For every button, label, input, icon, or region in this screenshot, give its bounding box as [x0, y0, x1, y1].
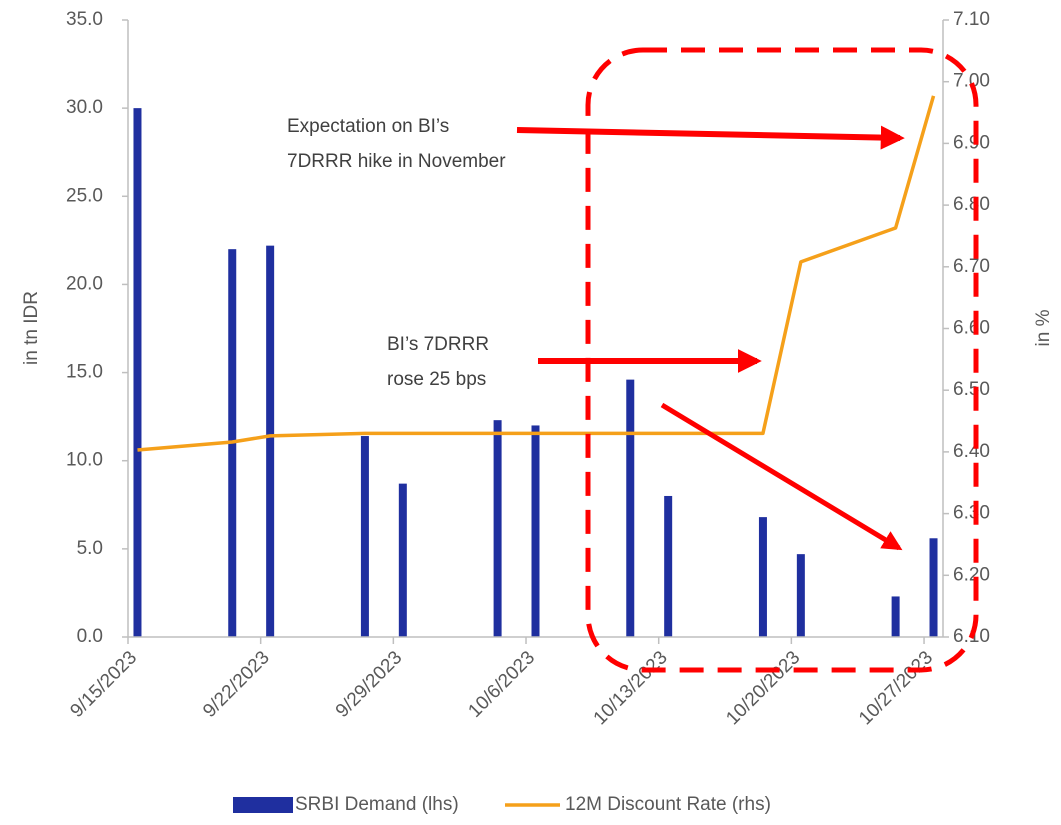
- y-tick-label: 15.0: [66, 362, 103, 383]
- y2-axis-title: in %: [1033, 309, 1054, 346]
- bar: [891, 596, 900, 637]
- legend-label: 12M Discount Rate (rhs): [565, 794, 771, 815]
- x-tick-label: 10/13/2023: [590, 647, 672, 729]
- y-tick-label: 25.0: [66, 185, 103, 206]
- x-tick-label: 10/27/2023: [855, 647, 937, 729]
- bar: [664, 495, 673, 637]
- bar: [531, 425, 540, 637]
- annotation: rose 25 bps: [387, 369, 486, 390]
- annotation: Expectation on BI’s: [287, 116, 449, 137]
- y2-tick-label: 7.00: [953, 71, 990, 92]
- legend-label: SRBI Demand (lhs): [295, 794, 459, 815]
- y-tick-label: 35.0: [66, 9, 103, 30]
- legend-swatch: [233, 797, 293, 813]
- y2-tick-label: 6.30: [953, 503, 990, 524]
- x-tick-label: 9/22/2023: [199, 647, 274, 722]
- y2-tick-label: 6.40: [953, 441, 990, 462]
- highlight-box: [585, 47, 979, 673]
- y2-tick-label: 6.60: [953, 318, 990, 339]
- y2-tick-label: 7.10: [953, 9, 990, 30]
- bar: [929, 538, 938, 637]
- x-tick-label: 10/6/2023: [464, 647, 539, 722]
- x-tick-label: 9/15/2023: [66, 647, 141, 722]
- y-axis-title: in tn IDR: [21, 291, 42, 365]
- plot-area: 0.05.010.015.020.025.030.035.06.106.206.…: [66, 9, 990, 729]
- line: [137, 95, 936, 452]
- y-tick-label: 10.0: [66, 450, 103, 471]
- y2-tick-label: 6.20: [953, 564, 990, 585]
- y-tick-label: 0.0: [77, 626, 103, 647]
- bar: [360, 436, 369, 637]
- bar: [796, 554, 805, 637]
- arrow: [660, 402, 903, 551]
- x-tick-label: 9/29/2023: [332, 647, 407, 722]
- x-tick-label: 10/20/2023: [722, 647, 804, 729]
- y-tick-label: 30.0: [66, 97, 103, 118]
- bar: [758, 517, 767, 637]
- arrow: [516, 125, 905, 150]
- bar: [133, 108, 142, 637]
- bar: [266, 245, 275, 637]
- bar: [626, 379, 635, 637]
- y2-tick-label: 6.70: [953, 256, 990, 277]
- y-tick-label: 20.0: [66, 273, 103, 294]
- bar: [398, 483, 407, 637]
- bar: [493, 420, 502, 637]
- annotation: BI’s 7DRRR: [387, 334, 489, 355]
- y2-tick-label: 6.80: [953, 194, 990, 215]
- y-tick-label: 5.0: [77, 538, 103, 559]
- annotation: 7DRRR hike in November: [287, 151, 506, 172]
- y2-tick-label: 6.90: [953, 132, 990, 153]
- legend: SRBI Demand (lhs) 12M Discount Rate (rhs): [233, 794, 771, 815]
- y2-tick-label: 6.50: [953, 379, 990, 400]
